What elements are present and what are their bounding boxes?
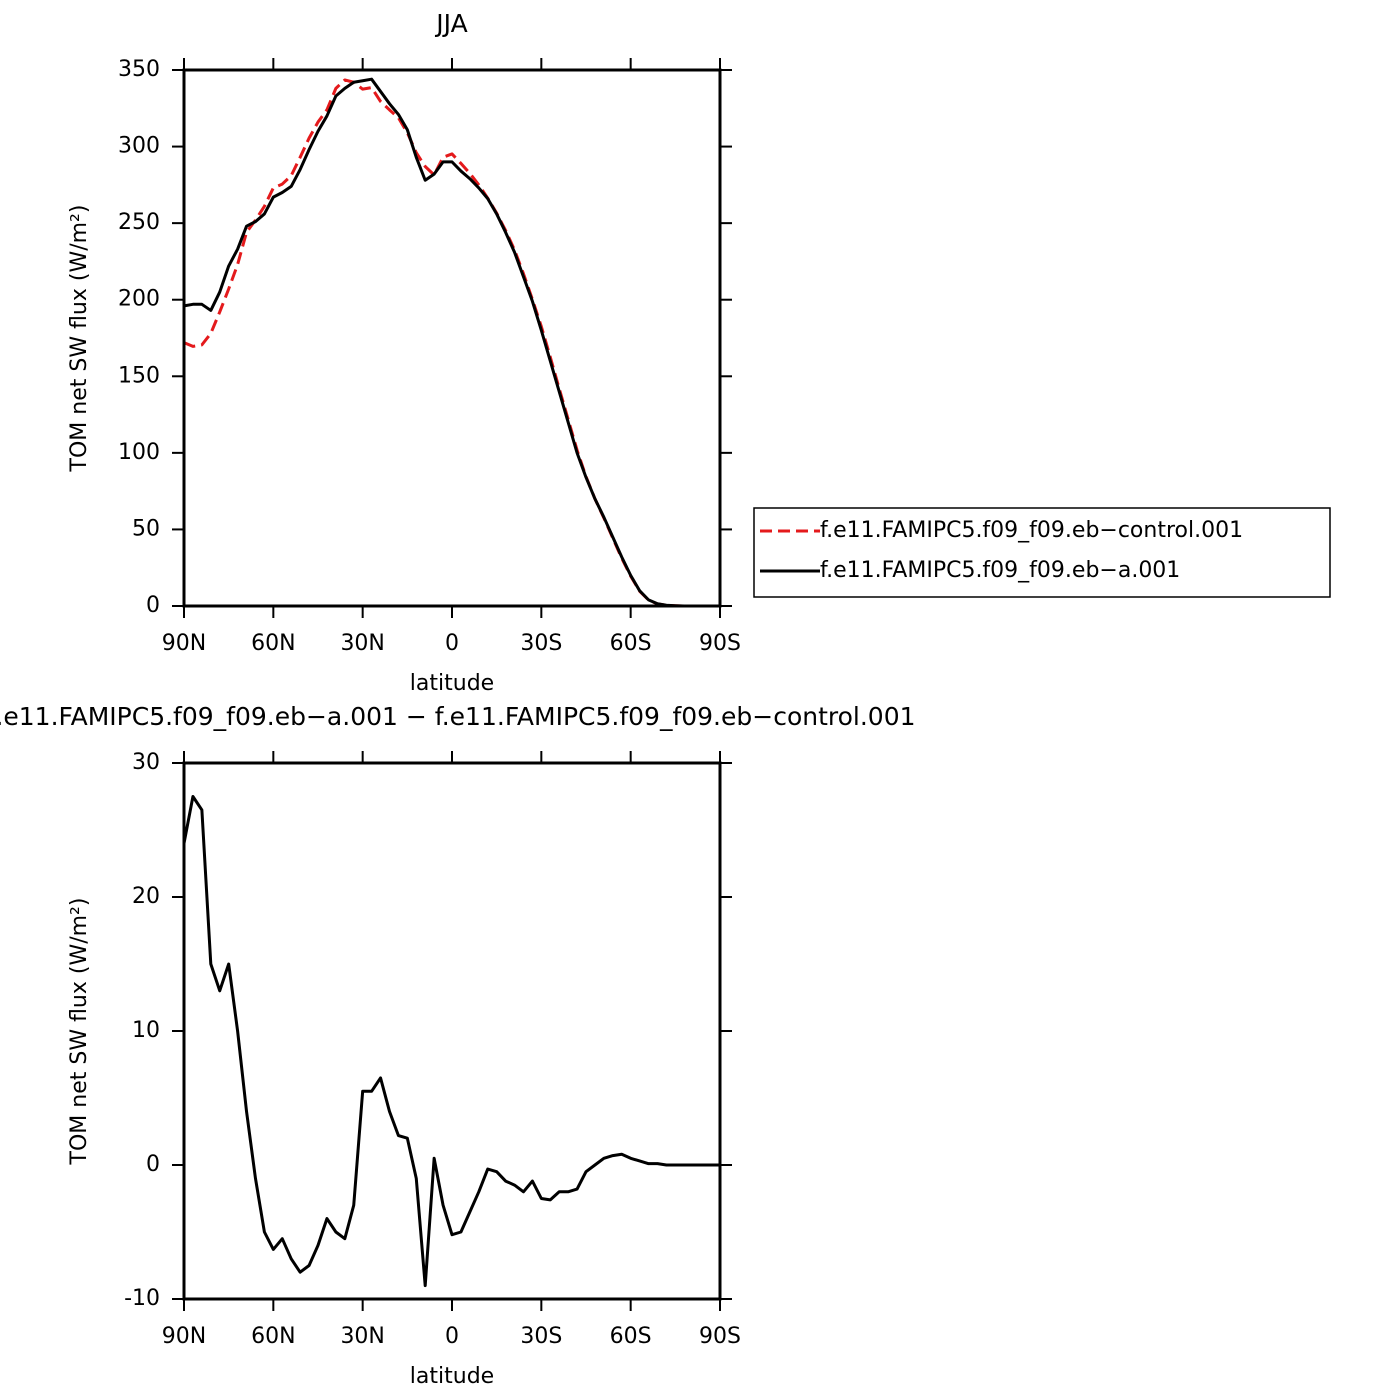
y-tick-label: 250 xyxy=(118,210,160,235)
x-tick-label: 60N xyxy=(251,631,295,656)
y-tick-label: 50 xyxy=(132,516,160,541)
x-tick-label: 30S xyxy=(520,631,562,656)
chart-title: f.e11.FAMIPC5.f09_f09.eb−a.001 − f.e11.F… xyxy=(0,702,916,731)
x-tick-label: 90S xyxy=(699,1324,741,1349)
y-tick-label: 150 xyxy=(118,363,160,388)
x-tick-label: 0 xyxy=(445,1324,459,1349)
y-tick-label: 100 xyxy=(118,440,160,465)
x-axis-label: latitude xyxy=(410,671,494,696)
x-tick-label: 90N xyxy=(162,1324,206,1349)
y-tick-label: 0 xyxy=(146,593,160,618)
legend-box xyxy=(753,507,1331,598)
y-tick-label: 0 xyxy=(146,1152,160,1177)
chart-title: JJA xyxy=(434,9,467,38)
x-tick-label: 30N xyxy=(340,1324,384,1349)
y-tick-label: 350 xyxy=(118,57,160,82)
legend-label: f.e11.FAMIPC5.f09_f09.eb−a.001 xyxy=(820,558,1180,583)
x-tick-label: 60S xyxy=(610,631,652,656)
y-tick-label: 10 xyxy=(132,1018,160,1043)
y-tick-label: 20 xyxy=(132,884,160,909)
x-axis-label: latitude xyxy=(410,1364,494,1389)
plot-frame xyxy=(182,68,722,608)
data-line xyxy=(182,795,720,1288)
x-tick-label: 0 xyxy=(445,631,459,656)
y-axis-label: TOM net SW flux (W/m²) xyxy=(67,898,92,1166)
x-tick-label: 90N xyxy=(162,631,206,656)
x-tick-label: 30N xyxy=(340,631,384,656)
y-tick-label: 300 xyxy=(118,134,160,159)
plot-frame xyxy=(182,761,722,1301)
y-tick-label: 30 xyxy=(132,750,160,775)
data-line xyxy=(183,78,720,608)
y-tick-label: 200 xyxy=(118,287,160,312)
x-tick-label: 60S xyxy=(610,1324,652,1349)
x-tick-label: 60N xyxy=(251,1324,295,1349)
legend-label: f.e11.FAMIPC5.f09_f09.eb−control.001 xyxy=(820,518,1243,543)
y-axis-label: TOM net SW flux (W/m²) xyxy=(67,205,92,473)
x-tick-label: 90S xyxy=(699,631,741,656)
y-tick-label: -10 xyxy=(124,1286,160,1311)
data-line xyxy=(183,77,720,608)
x-tick-label: 30S xyxy=(520,1324,562,1349)
